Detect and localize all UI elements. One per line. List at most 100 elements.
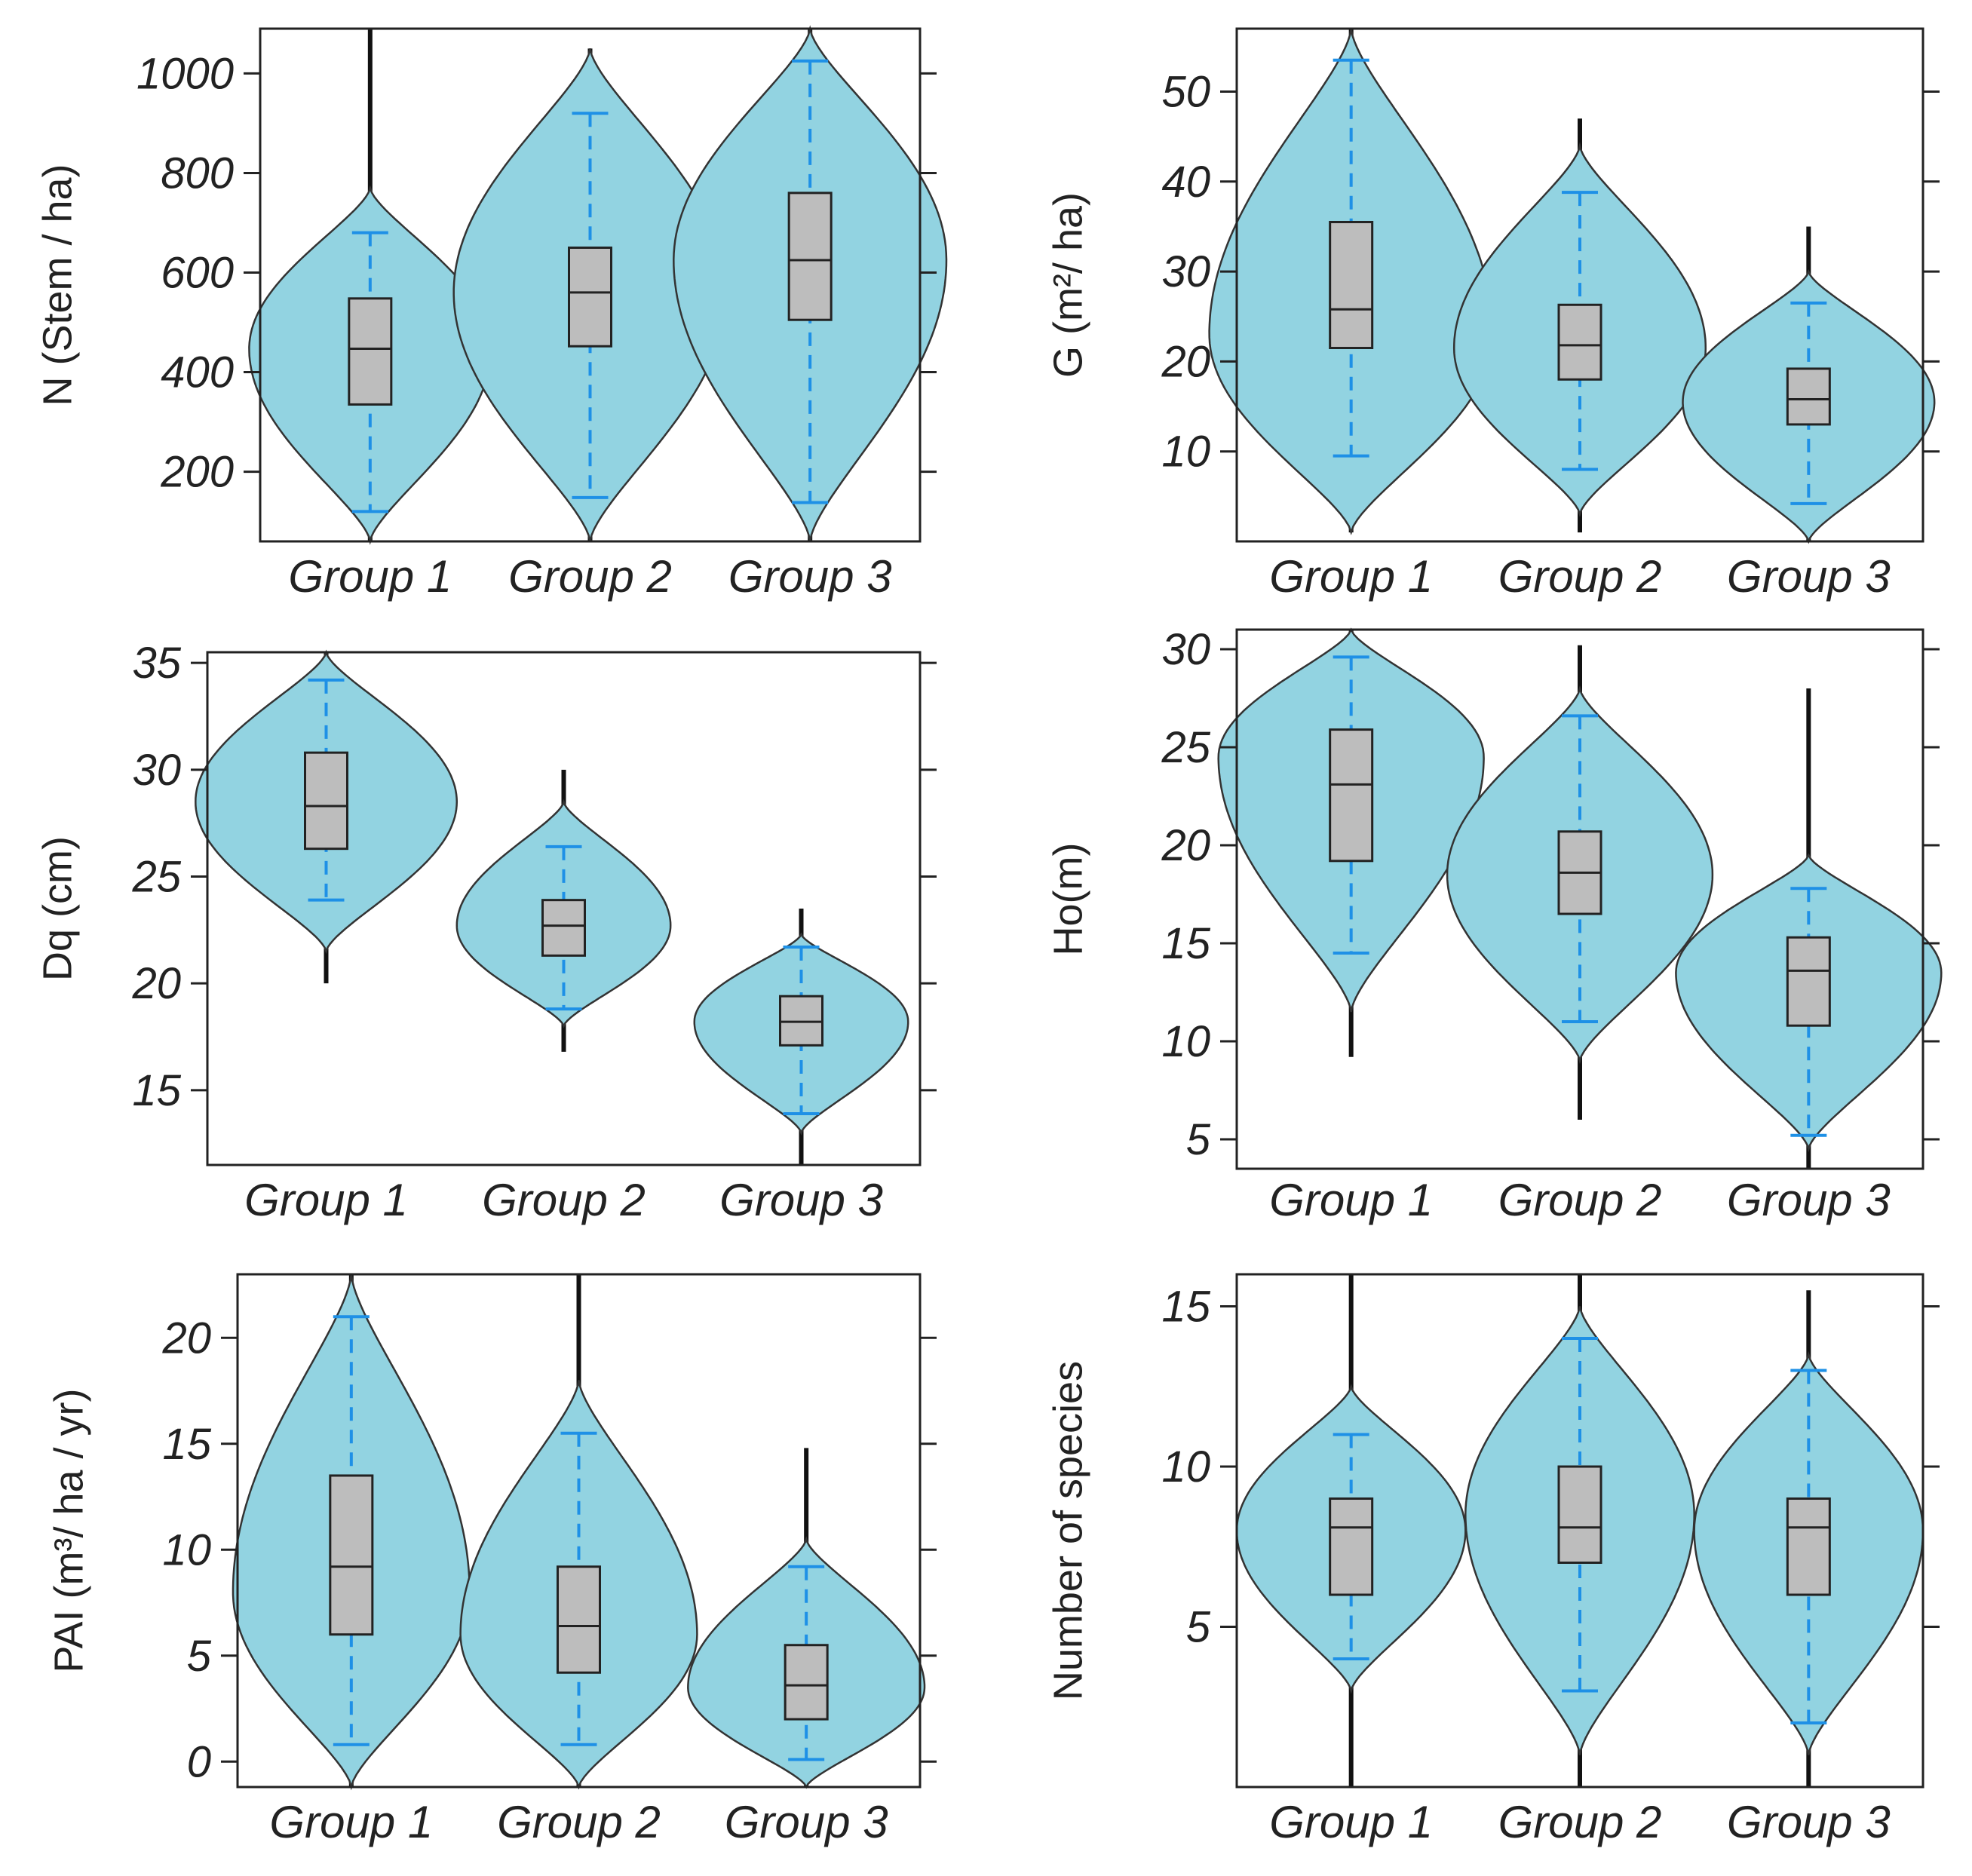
iqr-box (1329, 220, 1374, 350)
iqr-box (568, 246, 612, 348)
y-tick-label: 5 (1186, 1115, 1211, 1164)
iqr-box (329, 1474, 374, 1636)
y-axis-title: Dq (cm) (35, 836, 80, 981)
panel-4: 5 10 15 20 25 30 Group 1 Group 2 Group 3 Ho(m) (1045, 625, 1943, 1225)
y-tick-label: 30 (1161, 247, 1210, 296)
category-label: Group 3 (719, 1175, 883, 1225)
violin-group-1 (232, 1274, 471, 1791)
violin-group-2 (452, 48, 728, 542)
category-label: Group 1 (288, 551, 452, 602)
iqr-box (304, 751, 348, 851)
category-label: Group 2 (508, 551, 672, 602)
category-label: Group 2 (482, 1175, 646, 1225)
violin-group-2 (1464, 1274, 1695, 1787)
category-label: Group 3 (1727, 1175, 1891, 1225)
iqr-box (541, 899, 586, 957)
y-tick-label: 10 (1161, 1017, 1210, 1066)
violin-group-3 (1693, 1290, 1924, 1787)
category-label: Group 1 (269, 1797, 433, 1847)
category-label: Group 2 (1498, 551, 1662, 602)
violin-group-2 (1446, 645, 1714, 1120)
category-label: Group 3 (1727, 1797, 1891, 1847)
category-label: Group 2 (1498, 1175, 1662, 1225)
plot-frame (236, 1273, 922, 1789)
panel-2: 10 20 30 40 50 Group 1 Group 2 Group 3 G (m²/ ha… (1045, 27, 1940, 602)
y-tick-label: 25 (131, 853, 181, 902)
y-tick-label: 10 (1161, 1442, 1210, 1491)
y-tick-label: 10 (1161, 428, 1210, 477)
category-label: Group 3 (1727, 551, 1891, 602)
iqr-box (1786, 936, 1831, 1027)
iqr-box (1786, 1497, 1831, 1596)
iqr-box (1329, 1497, 1374, 1596)
y-tick-label: 20 (1161, 821, 1210, 870)
plot-frame (1235, 27, 1924, 543)
violin-group-2 (1452, 118, 1707, 533)
category-label: Group 2 (497, 1797, 661, 1847)
y-tick-label: 15 (132, 1066, 181, 1115)
category-label: Group 1 (1269, 1175, 1433, 1225)
y-tick-label: 800 (161, 149, 234, 198)
y-axis-title: PAI (m³/ ha / yr) (46, 1388, 91, 1672)
y-tick-label: 15 (1161, 1283, 1210, 1332)
iqr-box (1557, 303, 1602, 381)
violin-group-1 (1235, 1274, 1467, 1787)
y-tick-label: 400 (161, 348, 234, 397)
plot-frame (1235, 628, 1924, 1170)
y-tick-label: 20 (1161, 337, 1210, 386)
y-tick-label: 5 (187, 1632, 212, 1681)
panel-1: 200 400 600 800 1000 Group 1 Group 2 Group 3 N (… (35, 25, 948, 602)
panel-5: 0 5 10 15 20 Group 1 Group 2 Group 3 PAI (m³/ ha… (46, 1273, 937, 1847)
y-tick-label: 25 (1161, 723, 1210, 772)
violin-group-2 (459, 1274, 698, 1790)
y-tick-label: 0 (187, 1737, 211, 1786)
violin-group-1 (195, 649, 458, 984)
y-tick-label: 5 (1186, 1603, 1211, 1652)
y-axis-title: Ho(m) (1045, 843, 1090, 956)
panel-3: 15 20 25 30 35 Group 1 Group 2 Group 3 Dq (cm) (35, 639, 937, 1225)
y-tick-label: 15 (162, 1420, 211, 1469)
violin-group-1 (248, 29, 492, 545)
plot-frame (1235, 1273, 1924, 1789)
violin-group-3 (1675, 688, 1943, 1169)
y-tick-label: 30 (132, 746, 181, 795)
panel-6: 5 10 15 Group 1 Group 2 Group 3 Number of spec… (1045, 1273, 1940, 1847)
category-label: Group 2 (1498, 1797, 1662, 1847)
y-tick-label: 10 (162, 1525, 211, 1574)
y-tick-label: 200 (160, 448, 234, 497)
violin-group-2 (455, 769, 672, 1052)
iqr-box (1786, 367, 1831, 426)
violin-group-1 (1208, 28, 1494, 535)
plot-frame (206, 651, 922, 1166)
category-label: Group 3 (725, 1797, 888, 1847)
y-tick-label: 600 (161, 248, 234, 297)
violin-group-3 (673, 25, 948, 542)
y-tick-label: 20 (161, 1314, 211, 1363)
iqr-box (1329, 728, 1374, 863)
violin-group-3 (1682, 226, 1936, 544)
plot-frame (259, 27, 922, 543)
y-tick-label: 15 (1161, 919, 1210, 968)
iqr-box (557, 1565, 601, 1674)
y-tick-label: 20 (131, 959, 181, 1008)
y-axis-title: Number of species (1045, 1361, 1090, 1700)
violin-group-1 (1217, 627, 1485, 1057)
y-axis-title: N (Stem / ha) (35, 164, 80, 406)
y-tick-label: 1000 (136, 49, 234, 98)
iqr-box (1557, 1465, 1602, 1564)
category-label: Group 3 (728, 551, 892, 602)
category-label: Group 1 (1269, 551, 1433, 602)
y-tick-label: 40 (1161, 158, 1210, 207)
iqr-box (784, 1644, 829, 1721)
y-axis-title: G (m²/ ha) (1045, 192, 1090, 378)
violin-group-3 (693, 909, 909, 1165)
category-label: Group 1 (1269, 1797, 1433, 1847)
y-tick-label: 30 (1161, 625, 1210, 674)
y-tick-label: 50 (1161, 68, 1210, 117)
iqr-box (348, 297, 393, 406)
category-label: Group 1 (244, 1175, 408, 1225)
iqr-box (787, 192, 833, 321)
y-tick-label: 35 (132, 639, 181, 688)
violin-group-3 (687, 1448, 926, 1789)
